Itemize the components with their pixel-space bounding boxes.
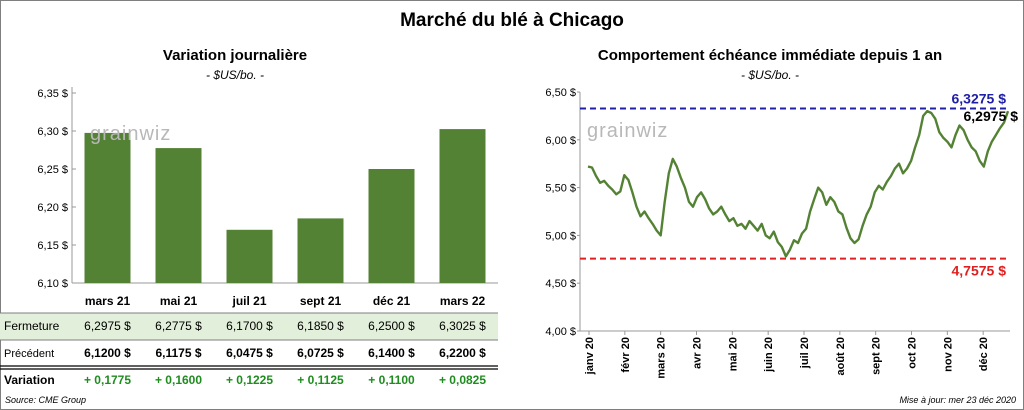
price-series-line bbox=[587, 109, 1010, 258]
bar-2 bbox=[226, 229, 273, 283]
bar-category-label: mars 21 bbox=[85, 294, 131, 308]
table-cell: + 0,1775 bbox=[84, 373, 131, 387]
table-cell: 6,2975 $ bbox=[84, 319, 131, 333]
page-title: Marché du blé à Chicago bbox=[400, 10, 624, 31]
table-cell: + 0,1100 bbox=[368, 373, 415, 387]
bar-4 bbox=[368, 169, 415, 283]
bar-category-label: juil 21 bbox=[231, 294, 266, 308]
table-row-label: Fermeture bbox=[4, 319, 60, 333]
table-cell: 6,0725 $ bbox=[297, 346, 344, 360]
bar-y-tick-label: 6,20 $ bbox=[37, 202, 68, 214]
table-cell: 6,2775 $ bbox=[155, 319, 202, 333]
bar-category-label: sept 21 bbox=[300, 294, 342, 308]
line-y-tick-label: 4,50 $ bbox=[545, 278, 576, 290]
line-y-tick-label: 4,00 $ bbox=[545, 326, 576, 338]
table-row-label: Précédent bbox=[4, 348, 54, 360]
table-cell: 6,1175 $ bbox=[155, 346, 201, 360]
line-x-tick-label: mars 20 bbox=[656, 337, 668, 379]
line-x-tick-label: sept 20 bbox=[871, 337, 883, 375]
bar-category-label: déc 21 bbox=[373, 294, 411, 308]
table-cell: 6,0475 $ bbox=[226, 346, 273, 360]
line-x-tick-label: avr 20 bbox=[692, 337, 704, 369]
table-cell: 6,1700 $ bbox=[226, 319, 273, 333]
bar-chart-title: Variation journalière bbox=[162, 47, 308, 64]
bar-category-label: mai 21 bbox=[160, 294, 198, 308]
bar-y-tick-label: 6,35 $ bbox=[37, 88, 68, 100]
line-chart-title: Comportement échéance immédiate depuis 1… bbox=[597, 47, 943, 64]
bar-y-tick-label: 6,25 $ bbox=[37, 164, 68, 176]
bar-1 bbox=[155, 148, 202, 283]
line-y-tick-label: 5,00 $ bbox=[545, 230, 576, 242]
line-x-tick-label: janv 20 bbox=[584, 337, 596, 375]
table-cell: + 0,1225 bbox=[226, 373, 273, 387]
source-note: Source: CME Group bbox=[5, 395, 87, 405]
bar-chart-unit: - $US/bo. - bbox=[205, 68, 265, 82]
line-chart: 4,00 $ 4,50 $ 5,00 $ 5,50 $ 6,00 $ 6,50 $ janv… bbox=[545, 87, 1019, 379]
bar-0 bbox=[84, 132, 131, 283]
line-x-tick-label: juil 20 bbox=[799, 337, 811, 369]
table-cell: 6,2200 $ bbox=[439, 346, 486, 360]
line-x-tick-label: févr 20 bbox=[620, 337, 632, 372]
bar-y-tick-label: 6,10 $ bbox=[37, 278, 68, 290]
line-x-tick-label: nov 20 bbox=[942, 337, 954, 372]
line-x-tick-label: août 20 bbox=[835, 337, 847, 376]
table-cell: 6,1200 $ bbox=[84, 346, 131, 360]
high-label: 6,3275 $ bbox=[952, 90, 1007, 106]
table-cell: + 0,1125 bbox=[297, 373, 344, 387]
line-x-tick-label: oct 20 bbox=[907, 337, 919, 369]
table-highlight-row bbox=[0, 313, 498, 340]
bar-chart: 6,10 $ 6,15 $ 6,20 $ 6,25 $ 6,30 $ 6,35 $ mars… bbox=[0, 87, 498, 387]
grainwiz-watermark: grainwiz bbox=[587, 120, 668, 142]
bar-3 bbox=[297, 218, 344, 283]
line-x-tick-label: déc 20 bbox=[978, 337, 990, 371]
table-cell: 6,3025 $ bbox=[439, 319, 486, 333]
table-cell: + 0,1600 bbox=[155, 373, 202, 387]
table-cell: 6,1400 $ bbox=[368, 346, 415, 360]
line-y-tick-label: 6,00 $ bbox=[545, 135, 576, 147]
table-row-label: Variation bbox=[4, 373, 55, 387]
line-x-tick-label: juin 20 bbox=[763, 337, 775, 373]
table-cell: + 0,0825 bbox=[439, 373, 486, 387]
bar-y-tick-label: 6,15 $ bbox=[37, 240, 68, 252]
bar-y-tick-label: 6,30 $ bbox=[37, 126, 68, 138]
update-note: Mise à jour: mer 23 déc 2020 bbox=[899, 395, 1016, 405]
last-value-label: 6,2975 $ bbox=[964, 108, 1019, 124]
grainwiz-watermark: grainwiz bbox=[90, 123, 171, 145]
bar-5 bbox=[439, 129, 486, 283]
low-label: 4,7575 $ bbox=[952, 263, 1007, 279]
line-y-tick-label: 5,50 $ bbox=[545, 183, 576, 195]
line-chart-unit: - $US/bo. - bbox=[740, 68, 800, 82]
table-cell: 6,1850 $ bbox=[297, 319, 344, 333]
line-x-tick-label: mai 20 bbox=[727, 337, 739, 371]
bar-category-label: mars 22 bbox=[440, 294, 486, 308]
table-cell: 6,2500 $ bbox=[368, 319, 415, 333]
line-y-tick-label: 6,50 $ bbox=[545, 87, 576, 99]
